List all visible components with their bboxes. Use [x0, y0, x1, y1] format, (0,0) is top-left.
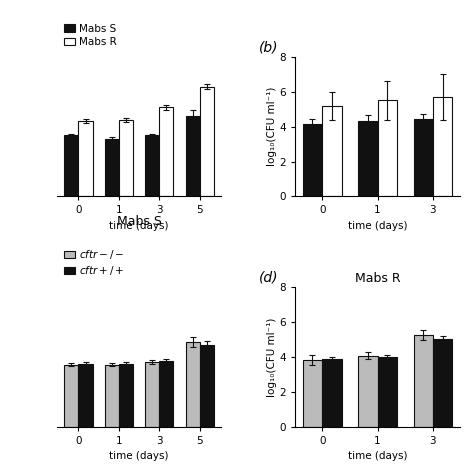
X-axis label: time (days): time (days)	[109, 451, 169, 461]
Bar	[358, 356, 378, 427]
X-axis label: time (days): time (days)	[109, 221, 169, 231]
Bar	[105, 365, 119, 427]
Bar	[159, 108, 173, 196]
Bar	[378, 357, 397, 427]
Bar	[105, 139, 119, 196]
Title: Mabs R: Mabs R	[355, 272, 401, 284]
Bar	[185, 342, 200, 427]
Bar	[322, 106, 342, 196]
Bar	[322, 359, 342, 427]
Bar	[64, 136, 79, 196]
Text: Mabs S: Mabs S	[117, 216, 162, 228]
Bar	[303, 360, 322, 427]
Bar	[119, 119, 133, 196]
Y-axis label: log₁₀(CFU ml⁻¹): log₁₀(CFU ml⁻¹)	[267, 317, 277, 397]
Bar	[145, 362, 159, 427]
X-axis label: time (days): time (days)	[348, 221, 407, 231]
Y-axis label: log₁₀(CFU ml⁻¹): log₁₀(CFU ml⁻¹)	[267, 87, 277, 166]
Bar	[79, 364, 92, 427]
Text: (b): (b)	[259, 40, 279, 54]
Bar	[303, 124, 322, 196]
X-axis label: time (days): time (days)	[348, 451, 407, 461]
Bar	[433, 339, 452, 427]
Bar	[64, 365, 79, 427]
Bar	[358, 120, 378, 196]
Legend: $\mathit{cftr-/-}$, $\mathit{cftr+/+}$: $\mathit{cftr-/-}$, $\mathit{cftr+/+}$	[62, 246, 127, 279]
Legend: Mabs S, Mabs R: Mabs S, Mabs R	[62, 22, 118, 49]
Bar	[119, 364, 133, 427]
Bar	[200, 87, 214, 196]
Bar	[159, 361, 173, 427]
Bar	[185, 116, 200, 196]
Bar	[413, 119, 433, 196]
Bar	[200, 345, 214, 427]
Text: (d): (d)	[259, 270, 279, 284]
Bar	[378, 100, 397, 196]
Bar	[145, 136, 159, 196]
Bar	[433, 97, 452, 196]
Bar	[413, 335, 433, 427]
Bar	[79, 121, 92, 196]
